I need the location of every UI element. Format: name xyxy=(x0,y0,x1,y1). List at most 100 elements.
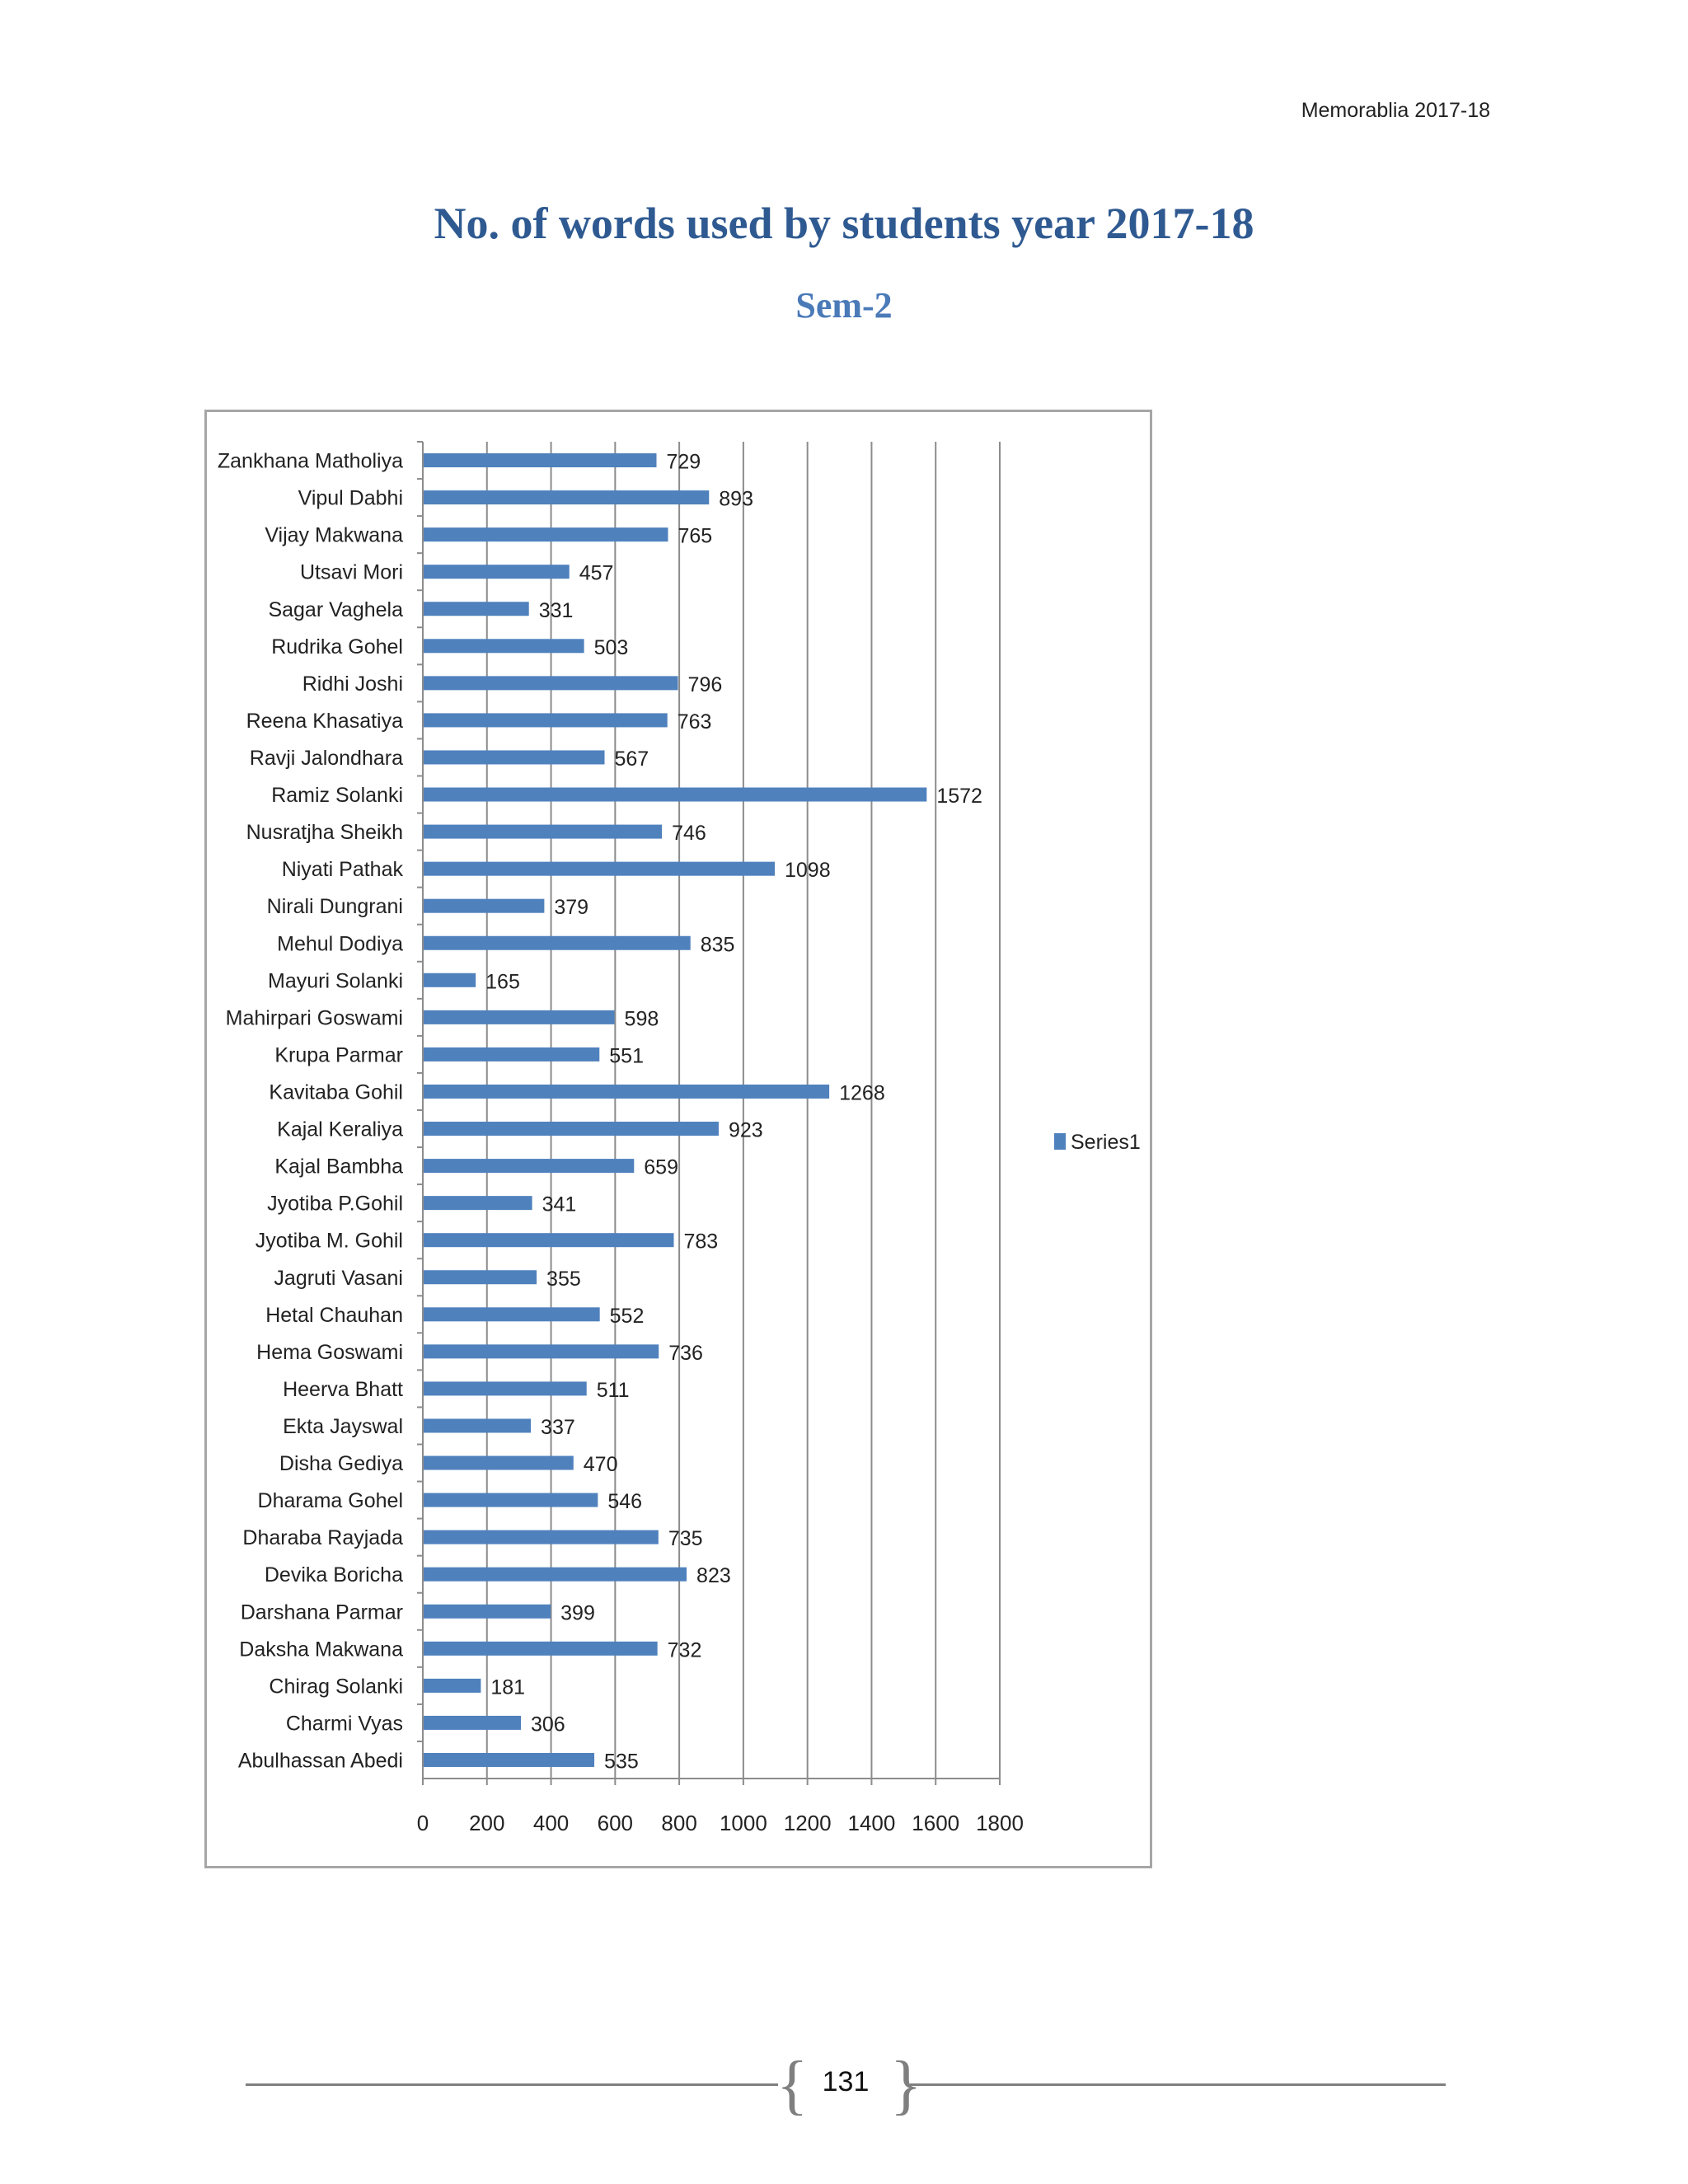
bar xyxy=(424,1752,595,1767)
data-label: 893 xyxy=(719,488,753,511)
data-label: 165 xyxy=(485,970,520,993)
bar xyxy=(424,1307,600,1322)
category-label: Chirag Solanki xyxy=(269,1675,403,1698)
bar xyxy=(424,1715,521,1730)
category-label: Nusratjha Sheikh xyxy=(246,821,403,844)
category-label: Jagruti Vasani xyxy=(274,1267,403,1290)
category-label: Mehul Dodiya xyxy=(277,932,403,955)
data-label: 729 xyxy=(667,451,701,474)
category-label: Utsavi Mori xyxy=(300,561,403,584)
bar xyxy=(424,527,668,542)
x-tick-label: 1000 xyxy=(720,1811,767,1835)
bar xyxy=(424,453,657,468)
data-label: 567 xyxy=(615,748,649,771)
category-label: Rudrika Gohel xyxy=(271,635,403,658)
data-label: 306 xyxy=(531,1713,565,1736)
data-label: 783 xyxy=(684,1230,719,1254)
category-label: Krupa Parmar xyxy=(274,1043,403,1066)
header-note: Memorablia 2017-18 xyxy=(1301,99,1490,122)
bar xyxy=(424,1455,574,1470)
category-label: Charmi Vyas xyxy=(286,1712,403,1735)
chart-frame: 0 200 400 600 800 1000 1200 1400 1600 1800 Zankhan… xyxy=(204,410,1152,1868)
bar xyxy=(424,565,570,579)
bar xyxy=(424,750,605,765)
data-label: 732 xyxy=(668,1638,702,1661)
bar xyxy=(424,639,584,654)
legend-label: Series1 xyxy=(1071,1131,1141,1154)
bar xyxy=(424,1418,532,1433)
category-label: Disha Gediya xyxy=(279,1452,403,1475)
bar xyxy=(424,1567,687,1582)
footer-rule-right xyxy=(910,2083,1446,2086)
footer-rule-left xyxy=(246,2083,778,2086)
data-label: 331 xyxy=(539,599,574,622)
bar xyxy=(424,898,545,913)
bar xyxy=(424,1530,659,1544)
data-label: 457 xyxy=(579,562,614,585)
category-label: Jyotiba P.Gohil xyxy=(267,1193,403,1216)
data-label: 735 xyxy=(668,1527,703,1550)
bar xyxy=(424,1678,481,1693)
data-label: 399 xyxy=(560,1601,595,1624)
data-label: 796 xyxy=(688,673,723,696)
data-label: 511 xyxy=(597,1379,630,1402)
bar xyxy=(424,861,775,876)
category-label: Ekta Jayswal xyxy=(283,1415,403,1438)
data-label: 181 xyxy=(490,1675,525,1699)
data-label: 379 xyxy=(554,896,588,919)
data-label: 1572 xyxy=(936,785,982,808)
data-label: 823 xyxy=(696,1564,731,1587)
category-label: Dharaba Rayjada xyxy=(242,1526,403,1549)
bar xyxy=(424,1122,719,1137)
data-label: 355 xyxy=(546,1268,581,1291)
bar xyxy=(424,676,678,691)
bar xyxy=(424,1159,635,1174)
data-label: 470 xyxy=(584,1453,618,1476)
data-label: 659 xyxy=(644,1156,678,1179)
data-label: 765 xyxy=(678,525,713,548)
category-label: Vipul Dabhi xyxy=(298,487,403,510)
x-tick-label: 0 xyxy=(417,1811,429,1835)
category-label: Niyati Pathak xyxy=(282,858,404,881)
category-label: Sagar Vaghela xyxy=(268,598,403,621)
bar xyxy=(424,1010,615,1024)
bar xyxy=(424,1196,532,1211)
data-label: 552 xyxy=(610,1305,645,1328)
footer-brace-left: { xyxy=(776,2049,809,2121)
data-label: 746 xyxy=(672,822,706,845)
bar xyxy=(424,602,529,616)
bar xyxy=(424,1047,600,1062)
bar xyxy=(424,713,668,728)
bar xyxy=(424,1641,658,1656)
data-label: 736 xyxy=(668,1342,703,1365)
page-subtitle: Sem-2 xyxy=(795,285,893,326)
data-label: 503 xyxy=(594,636,629,659)
data-label: 551 xyxy=(609,1044,644,1067)
category-label: Kavitaba Gohil xyxy=(269,1080,403,1104)
data-label: 598 xyxy=(625,1007,659,1030)
category-label: Heerva Bhatt xyxy=(283,1378,403,1401)
category-label: Mahirpari Goswami xyxy=(226,1006,403,1029)
bar xyxy=(424,1344,659,1359)
category-label: Hema Goswami xyxy=(256,1341,403,1364)
page-title: No. of words used by students year 2017-… xyxy=(434,199,1254,248)
category-label: Kajal Keraliya xyxy=(277,1118,403,1141)
bar xyxy=(424,935,691,950)
bar xyxy=(424,1084,830,1099)
data-label: 535 xyxy=(604,1750,639,1773)
data-label: 835 xyxy=(701,933,735,956)
bar xyxy=(424,787,927,802)
category-label: Vijay Makwana xyxy=(265,524,403,547)
category-label: Daksha Makwana xyxy=(239,1638,403,1661)
bar xyxy=(424,1381,587,1396)
category-label: Abulhassan Abedi xyxy=(238,1749,403,1772)
bar xyxy=(424,1233,674,1248)
bar xyxy=(424,1604,551,1619)
category-label: Ravji Jalondhara xyxy=(250,747,403,770)
bar xyxy=(424,1270,537,1285)
bar xyxy=(424,972,476,987)
x-tick-label: 1800 xyxy=(976,1811,1024,1835)
category-label: Kajal Bambha xyxy=(274,1155,403,1179)
x-tick-label: 800 xyxy=(661,1811,696,1835)
category-label: Ridhi Joshi xyxy=(302,673,403,696)
